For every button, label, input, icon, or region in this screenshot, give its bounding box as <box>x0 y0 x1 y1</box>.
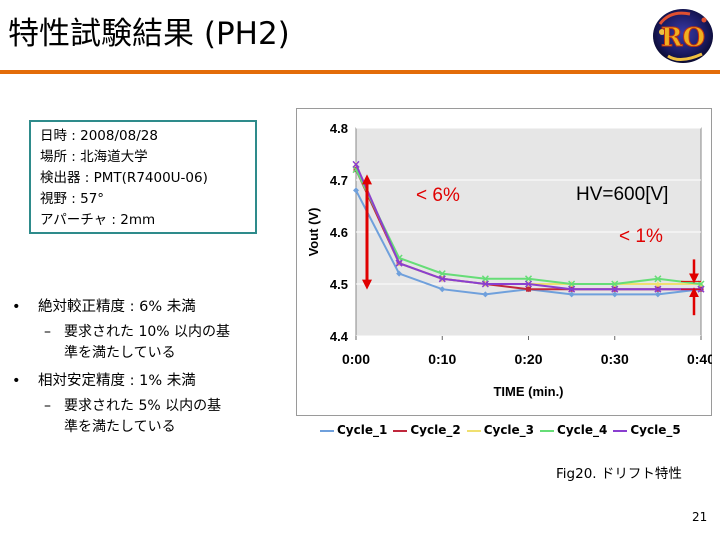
data-point <box>568 285 576 293</box>
info-location: 場所 : 北海道大学 <box>40 149 148 165</box>
legend-swatch <box>613 429 628 432</box>
legend-label: Cycle_3 <box>483 423 535 437</box>
figure-caption: Fig20. ドリフト特性 <box>556 466 682 482</box>
data-point <box>568 280 576 288</box>
title-divider <box>0 70 720 74</box>
data-point <box>439 286 446 293</box>
dash-icon: – <box>44 398 51 414</box>
legend-item-cycle-5: Cycle_5 <box>613 423 681 437</box>
legend-swatch <box>320 429 334 432</box>
data-point <box>524 275 533 283</box>
series-cycle-4 <box>352 166 705 288</box>
x-axis-title: TIME (min.) <box>493 384 563 399</box>
dash-icon: – <box>44 324 51 340</box>
slide-title: 特性試験結果 (PH2) <box>8 16 290 52</box>
test-conditions-box: 日時 : 2008/08/28 場所 : 北海道大学 検出器 : PMT(R74… <box>29 120 257 234</box>
x-tick-label: 0:40 <box>687 351 712 367</box>
x-tick-label: 0:30 <box>601 351 629 367</box>
legend-item-cycle-1: Cycle_1 <box>320 423 387 437</box>
data-point <box>524 280 533 288</box>
data-point <box>482 291 489 298</box>
data-point <box>611 291 618 298</box>
info-field-of-view: 視野 : 57° <box>40 191 105 207</box>
info-date: 日時 : 2008/08/28 <box>40 128 158 144</box>
data-point <box>481 280 489 288</box>
y-tick-label: 4.6 <box>330 225 348 240</box>
series-cycle-5 <box>352 160 705 293</box>
legend-swatch <box>540 429 555 432</box>
data-point <box>352 160 360 168</box>
y-tick-label: 4.7 <box>330 173 348 188</box>
bullet-dot-icon: • <box>12 299 21 315</box>
x-tick-label: 0:10 <box>428 351 456 367</box>
data-point <box>568 291 575 298</box>
bullet-dot-icon: • <box>12 373 21 389</box>
data-point <box>697 280 705 288</box>
data-point <box>353 187 359 194</box>
y-axis-title: Vout (V) <box>306 208 321 257</box>
legend-item-cycle-2: Cycle_2 <box>393 423 461 437</box>
bullet-relative-stability: • 相対安定精度 : 1% 未満 <box>8 370 298 392</box>
info-detector: 検出器 : PMT(R7400U-06) <box>40 170 208 186</box>
legend-label: Cycle_1 <box>337 423 388 437</box>
data-point <box>654 285 662 293</box>
absolute-accuracy-label: < 6% <box>416 185 460 206</box>
x-tick-label: 0:20 <box>514 351 542 367</box>
page-number: 21 <box>692 510 708 524</box>
legend-item-cycle-3: Cycle_3 <box>466 423 535 437</box>
chart-legend: Cycle_1 Cycle_2 Cycle_3 Cycle_4 Cycle_5 <box>320 423 687 437</box>
info-aperture: アパーチャ : 2mm <box>40 212 156 228</box>
y-tick-label: 4.4 <box>330 329 349 344</box>
drift-chart: 4.4 4.5 4.6 4.7 4.8 0:00 0:10 0:20 0:30 0:40 TIME … <box>306 121 712 399</box>
legend-label: Cycle_4 <box>557 423 608 437</box>
data-point <box>654 275 662 283</box>
y-tick-label: 4.5 <box>330 277 348 292</box>
legend-swatch <box>393 429 408 432</box>
sub-bullet-absolute-requirement: – 要求された 10% 以内の基 準を満たしている <box>44 324 231 361</box>
hv-label: HV=600[V] <box>576 184 668 205</box>
relative-stability-label: < 1% <box>619 226 663 247</box>
bullet-absolute-accuracy: • 絶対較正精度 : 6% 未満 <box>8 296 298 318</box>
data-point <box>654 291 661 298</box>
result-bullets: • 絶対較正精度 : 6% 未満 – 要求された 10% 以内の基 準を満たして… <box>8 296 298 444</box>
legend-swatch <box>466 429 481 432</box>
data-point <box>654 281 661 287</box>
x-tick-label: 0:00 <box>342 351 370 367</box>
ro-logo-icon: RO <box>653 9 713 63</box>
data-point <box>438 270 446 278</box>
sub-bullet-relative-requirement: – 要求された 5% 以内の基 準を満たしている <box>44 398 222 435</box>
data-point <box>481 275 489 283</box>
legend-label: Cycle_2 <box>410 423 461 437</box>
data-point <box>396 270 403 277</box>
data-point <box>611 280 619 288</box>
data-point <box>611 285 619 293</box>
legend-label: Cycle_5 <box>630 423 681 437</box>
data-point <box>395 259 403 267</box>
legend-item-cycle-4: Cycle_4 <box>540 423 607 437</box>
logo-lettering: RO <box>661 23 705 53</box>
data-point <box>526 286 531 292</box>
y-tick-label: 4.8 <box>330 121 348 136</box>
data-point <box>438 275 446 283</box>
